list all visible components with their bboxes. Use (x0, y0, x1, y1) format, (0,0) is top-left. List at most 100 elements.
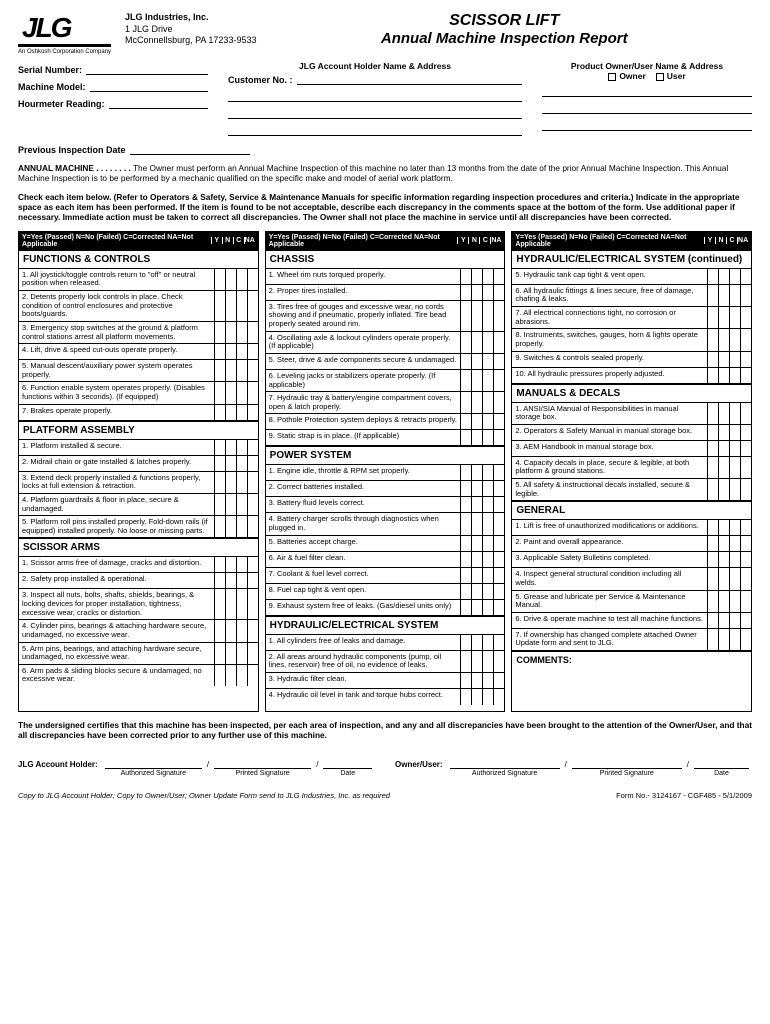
check-cell[interactable] (236, 516, 247, 537)
check-cell[interactable] (225, 344, 236, 359)
check-cell[interactable] (707, 269, 718, 284)
check-cell[interactable] (236, 405, 247, 420)
check-cell[interactable] (707, 352, 718, 367)
check-cell[interactable] (493, 673, 504, 688)
check-cell[interactable] (225, 472, 236, 493)
check-cell[interactable] (214, 589, 225, 619)
check-cell[interactable] (471, 497, 482, 512)
check-cell[interactable] (740, 307, 751, 328)
check-cell[interactable] (214, 456, 225, 471)
acct-line-3[interactable] (228, 107, 522, 119)
check-cell[interactable] (214, 291, 225, 321)
check-cell[interactable] (493, 430, 504, 445)
check-cell[interactable] (482, 635, 493, 650)
check-cell[interactable] (225, 405, 236, 420)
check-cell[interactable] (247, 322, 258, 343)
check-cell[interactable] (482, 354, 493, 369)
check-cell[interactable] (460, 332, 471, 353)
check-cell[interactable] (471, 568, 482, 583)
check-cell[interactable] (214, 665, 225, 686)
check-cell[interactable] (740, 479, 751, 500)
check-cell[interactable] (214, 643, 225, 664)
check-cell[interactable] (460, 414, 471, 429)
check-cell[interactable] (740, 352, 751, 367)
check-cell[interactable] (493, 370, 504, 391)
check-cell[interactable] (225, 456, 236, 471)
check-cell[interactable] (214, 322, 225, 343)
check-cell[interactable] (729, 425, 740, 440)
check-cell[interactable] (493, 689, 504, 705)
check-cell[interactable] (471, 354, 482, 369)
sig-acct-date[interactable]: Date (323, 755, 372, 769)
check-cell[interactable] (707, 285, 718, 306)
check-cell[interactable] (460, 354, 471, 369)
check-cell[interactable] (471, 600, 482, 615)
check-cell[interactable] (471, 651, 482, 672)
check-cell[interactable] (729, 520, 740, 535)
check-cell[interactable] (236, 440, 247, 455)
check-cell[interactable] (740, 329, 751, 350)
check-cell[interactable] (247, 382, 258, 403)
check-cell[interactable] (740, 441, 751, 456)
check-cell[interactable] (707, 568, 718, 589)
check-cell[interactable] (493, 332, 504, 353)
check-cell[interactable] (236, 360, 247, 381)
check-cell[interactable] (214, 360, 225, 381)
check-cell[interactable] (493, 481, 504, 496)
check-cell[interactable] (718, 536, 729, 551)
check-cell[interactable] (471, 370, 482, 391)
check-cell[interactable] (247, 344, 258, 359)
check-cell[interactable] (247, 360, 258, 381)
check-cell[interactable] (460, 269, 471, 284)
check-cell[interactable] (236, 322, 247, 343)
check-cell[interactable] (225, 291, 236, 321)
check-cell[interactable] (460, 635, 471, 650)
check-cell[interactable] (493, 285, 504, 300)
check-cell[interactable] (460, 301, 471, 331)
prev-line[interactable] (130, 143, 250, 155)
check-cell[interactable] (460, 392, 471, 413)
check-cell[interactable] (729, 352, 740, 367)
check-cell[interactable] (729, 329, 740, 350)
check-cell[interactable] (718, 552, 729, 567)
check-cell[interactable] (460, 651, 471, 672)
check-cell[interactable] (236, 456, 247, 471)
check-cell[interactable] (718, 568, 729, 589)
check-cell[interactable] (247, 472, 258, 493)
check-cell[interactable] (225, 269, 236, 290)
check-cell[interactable] (740, 425, 751, 440)
check-cell[interactable] (707, 425, 718, 440)
check-cell[interactable] (225, 360, 236, 381)
check-cell[interactable] (707, 441, 718, 456)
prod-line-1[interactable] (542, 85, 752, 97)
check-cell[interactable] (236, 665, 247, 686)
check-cell[interactable] (460, 584, 471, 599)
check-cell[interactable] (236, 269, 247, 290)
check-cell[interactable] (718, 520, 729, 535)
check-cell[interactable] (482, 370, 493, 391)
check-cell[interactable] (718, 352, 729, 367)
check-cell[interactable] (707, 329, 718, 350)
check-cell[interactable] (729, 269, 740, 284)
check-cell[interactable] (247, 665, 258, 686)
check-cell[interactable] (729, 457, 740, 478)
check-cell[interactable] (214, 440, 225, 455)
check-cell[interactable] (707, 368, 718, 383)
check-cell[interactable] (482, 301, 493, 331)
check-cell[interactable] (471, 584, 482, 599)
check-cell[interactable] (225, 440, 236, 455)
model-line[interactable] (90, 80, 208, 92)
check-cell[interactable] (471, 513, 482, 534)
prod-line-2[interactable] (542, 102, 752, 114)
check-cell[interactable] (460, 285, 471, 300)
check-cell[interactable] (740, 520, 751, 535)
check-cell[interactable] (471, 635, 482, 650)
acct-line-4[interactable] (228, 124, 522, 136)
check-cell[interactable] (740, 552, 751, 567)
check-cell[interactable] (236, 494, 247, 515)
check-cell[interactable] (236, 382, 247, 403)
acct-line-2[interactable] (228, 90, 522, 102)
check-cell[interactable] (460, 513, 471, 534)
check-cell[interactable] (482, 332, 493, 353)
check-cell[interactable] (718, 457, 729, 478)
